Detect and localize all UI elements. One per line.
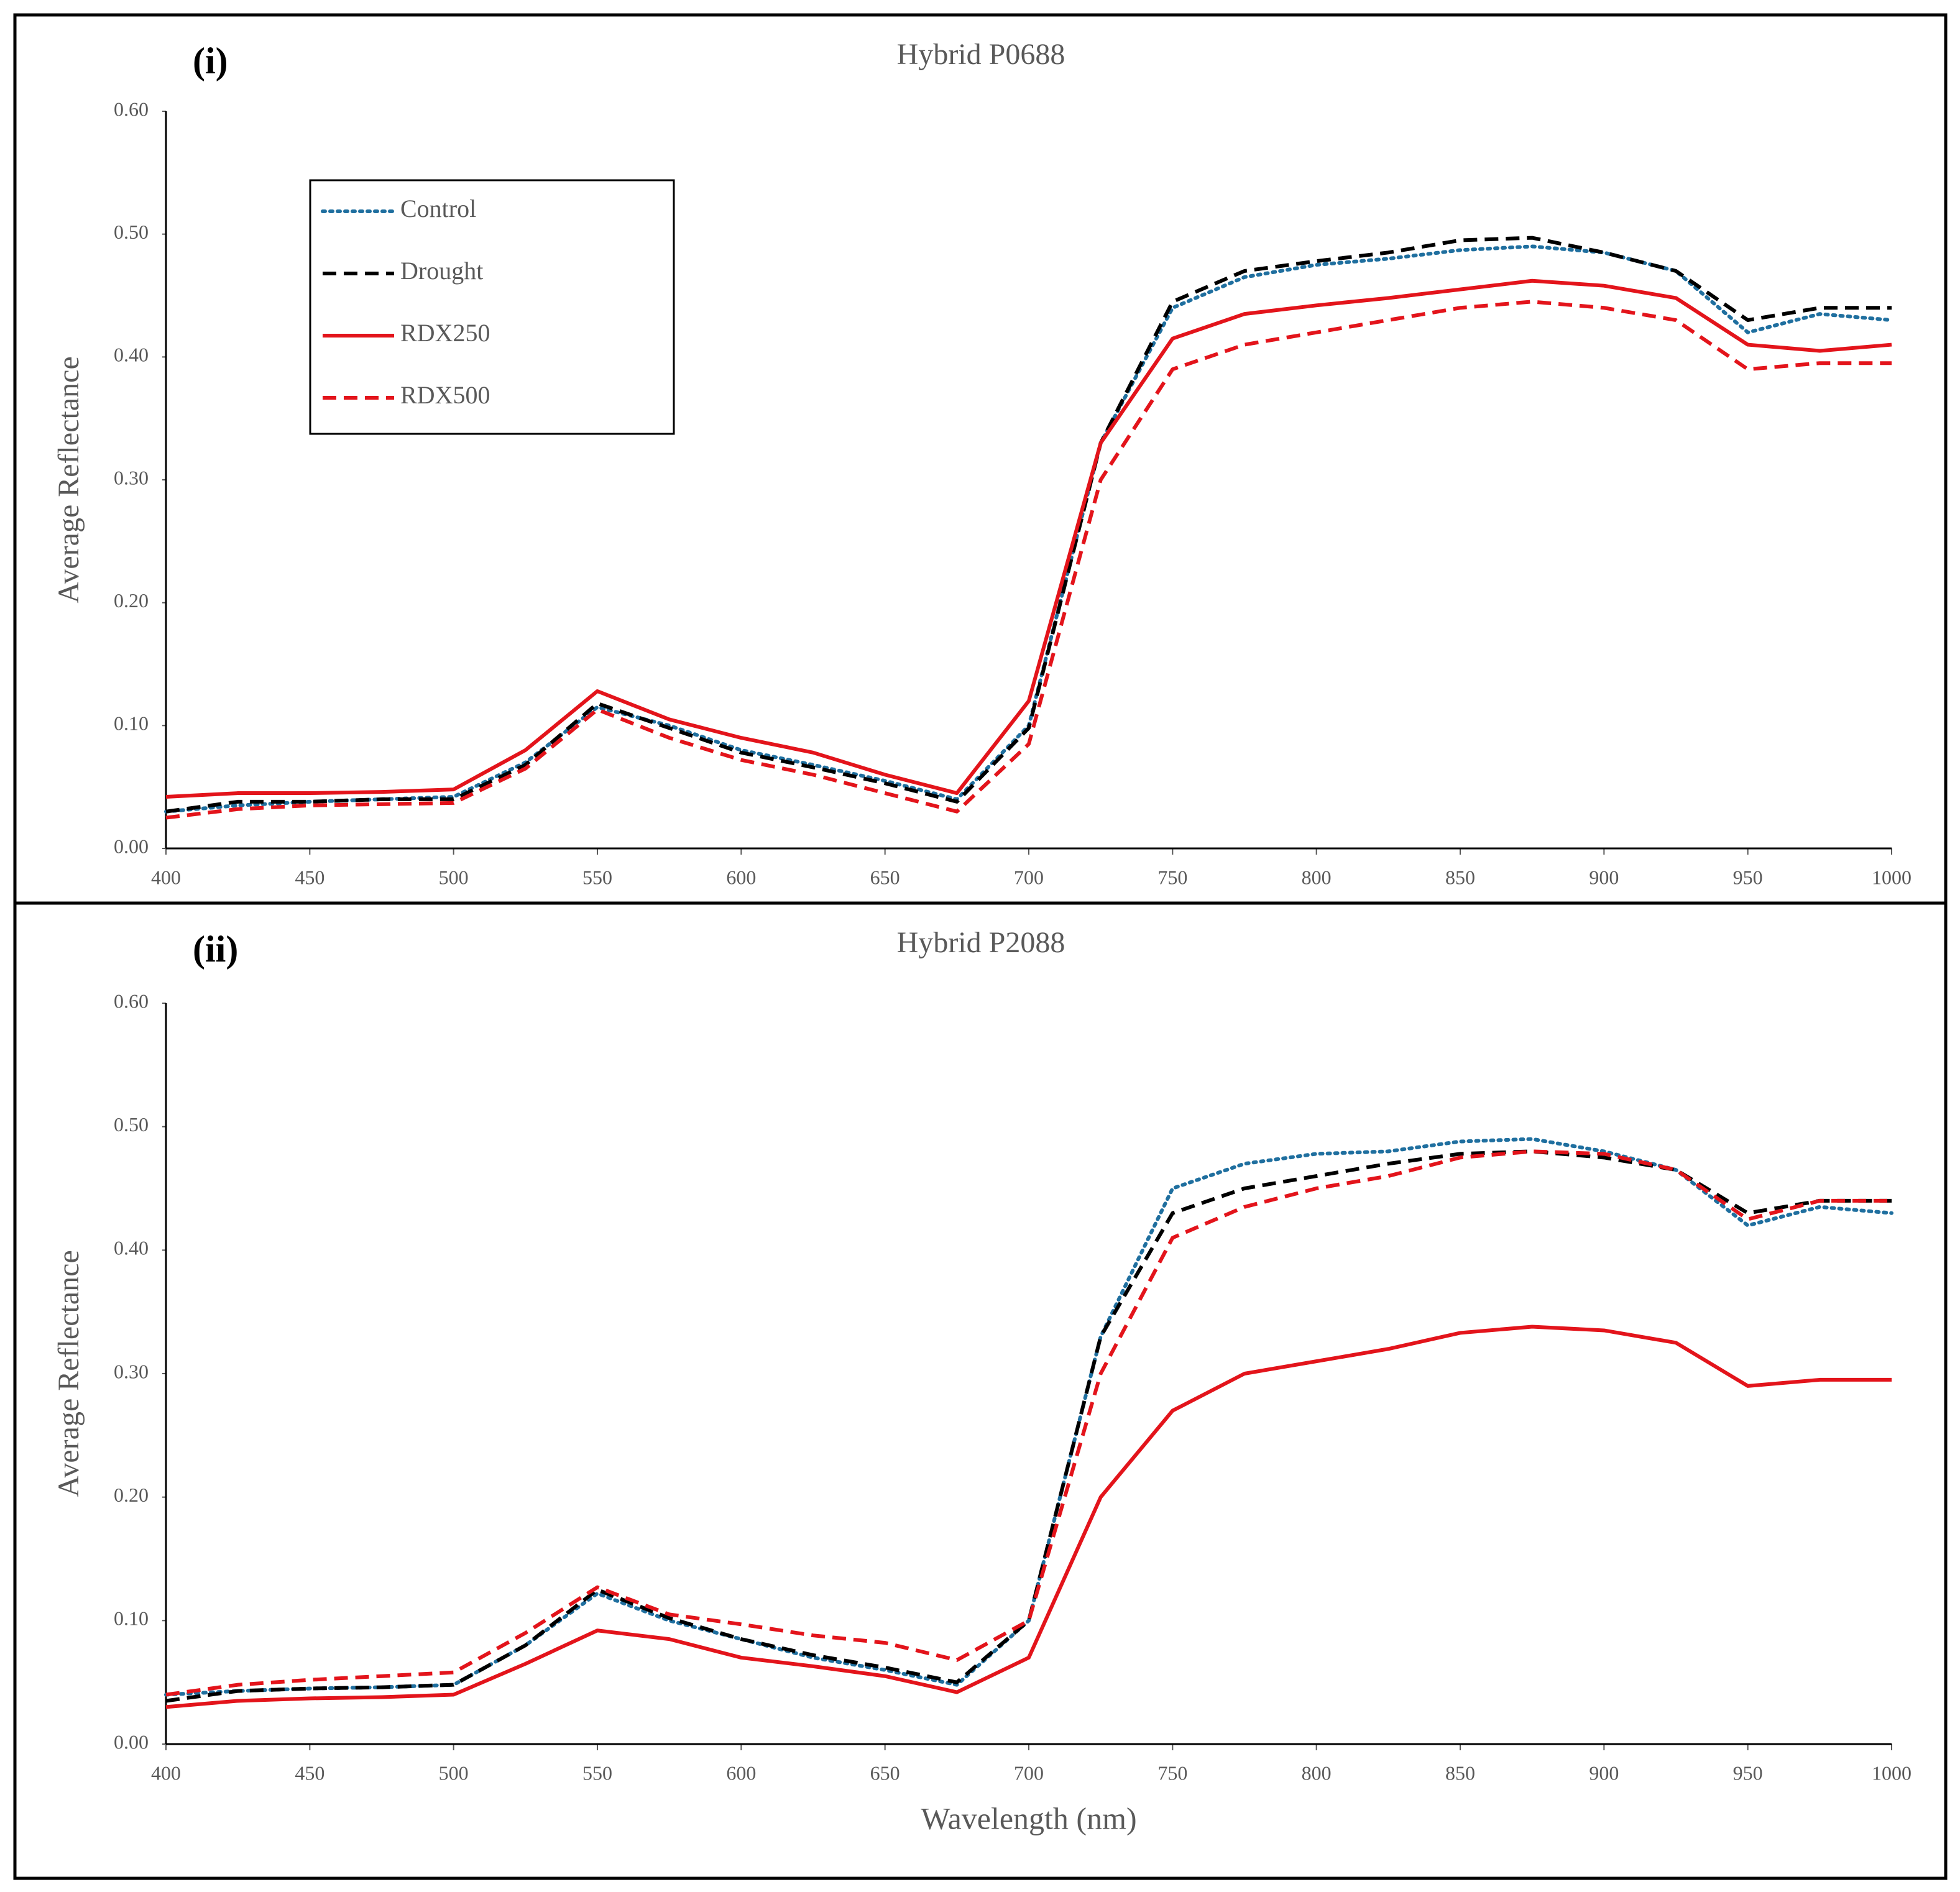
x-tick-label: 900 (1589, 866, 1619, 888)
x-tick-label: 550 (582, 1761, 612, 1784)
x-tick-label: 950 (1733, 866, 1763, 888)
series-line (165, 1149, 1892, 1703)
series-line (165, 1325, 1892, 1709)
panel-label: (i) (193, 40, 228, 81)
y-tick-label: 0.30 (114, 1360, 149, 1382)
x-tick-label: 450 (295, 1761, 324, 1784)
y-axis-label: Average Reflectance (52, 1250, 85, 1497)
y-tick-label: 0.50 (114, 1113, 149, 1136)
x-tick-label: 900 (1589, 1761, 1619, 1784)
y-tick-label: 0.60 (114, 990, 149, 1012)
x-axis-label: Wavelength (nm) (921, 1801, 1136, 1835)
x-tick-label: 800 (1302, 866, 1332, 888)
x-tick-label: 650 (870, 1761, 900, 1784)
y-tick-label: 0.00 (114, 1730, 149, 1753)
x-tick-label: 850 (1445, 1761, 1475, 1784)
x-tick-label: 700 (1014, 866, 1044, 888)
figure-border (13, 13, 1948, 1880)
legend-box (309, 179, 675, 435)
y-tick-label: 0.40 (114, 344, 149, 366)
x-tick-label: 400 (151, 1761, 181, 1784)
panel-label: (ii) (193, 929, 238, 970)
series-line (165, 1149, 1892, 1697)
x-tick-label: 800 (1302, 1761, 1332, 1784)
series-line (164, 1137, 1893, 1697)
x-tick-label: 1000 (1872, 866, 1912, 888)
y-axis-label: Average Reflectance (52, 356, 85, 604)
chart-title: Hybrid P0688 (897, 38, 1065, 71)
y-tick-label: 0.40 (114, 1237, 149, 1259)
y-tick-label: 0.20 (114, 1484, 149, 1506)
x-tick-label: 600 (726, 866, 756, 888)
x-tick-label: 850 (1445, 866, 1475, 888)
series-line (165, 236, 1892, 814)
x-tick-label: 500 (439, 1761, 469, 1784)
y-tick-label: 0.30 (114, 466, 149, 489)
y-tick-label: 0.10 (114, 712, 149, 735)
x-tick-label: 450 (295, 866, 324, 888)
x-tick-label: 400 (151, 866, 181, 888)
chart-title: Hybrid P2088 (897, 926, 1065, 959)
y-tick-label: 0.00 (114, 835, 149, 857)
legend-label: RDX250 (400, 319, 490, 347)
x-tick-label: 750 (1157, 866, 1187, 888)
y-tick-label: 0.20 (114, 589, 149, 612)
series-line (165, 300, 1892, 820)
y-tick-label: 0.10 (114, 1607, 149, 1630)
x-tick-label: 950 (1733, 1761, 1763, 1784)
y-tick-label: 0.50 (114, 221, 149, 243)
x-tick-label: 650 (870, 866, 900, 888)
x-tick-label: 750 (1157, 1761, 1187, 1784)
legend-label: Control (400, 195, 476, 223)
x-tick-label: 600 (726, 1761, 756, 1784)
y-tick-label: 0.60 (114, 98, 149, 120)
x-tick-label: 700 (1014, 1761, 1044, 1784)
legend-label: Drought (400, 257, 483, 285)
x-tick-label: 500 (439, 866, 469, 888)
x-tick-label: 1000 (1872, 1761, 1912, 1784)
legend-label: RDX500 (400, 381, 490, 409)
series-line (165, 278, 1892, 799)
x-tick-label: 550 (582, 866, 612, 888)
